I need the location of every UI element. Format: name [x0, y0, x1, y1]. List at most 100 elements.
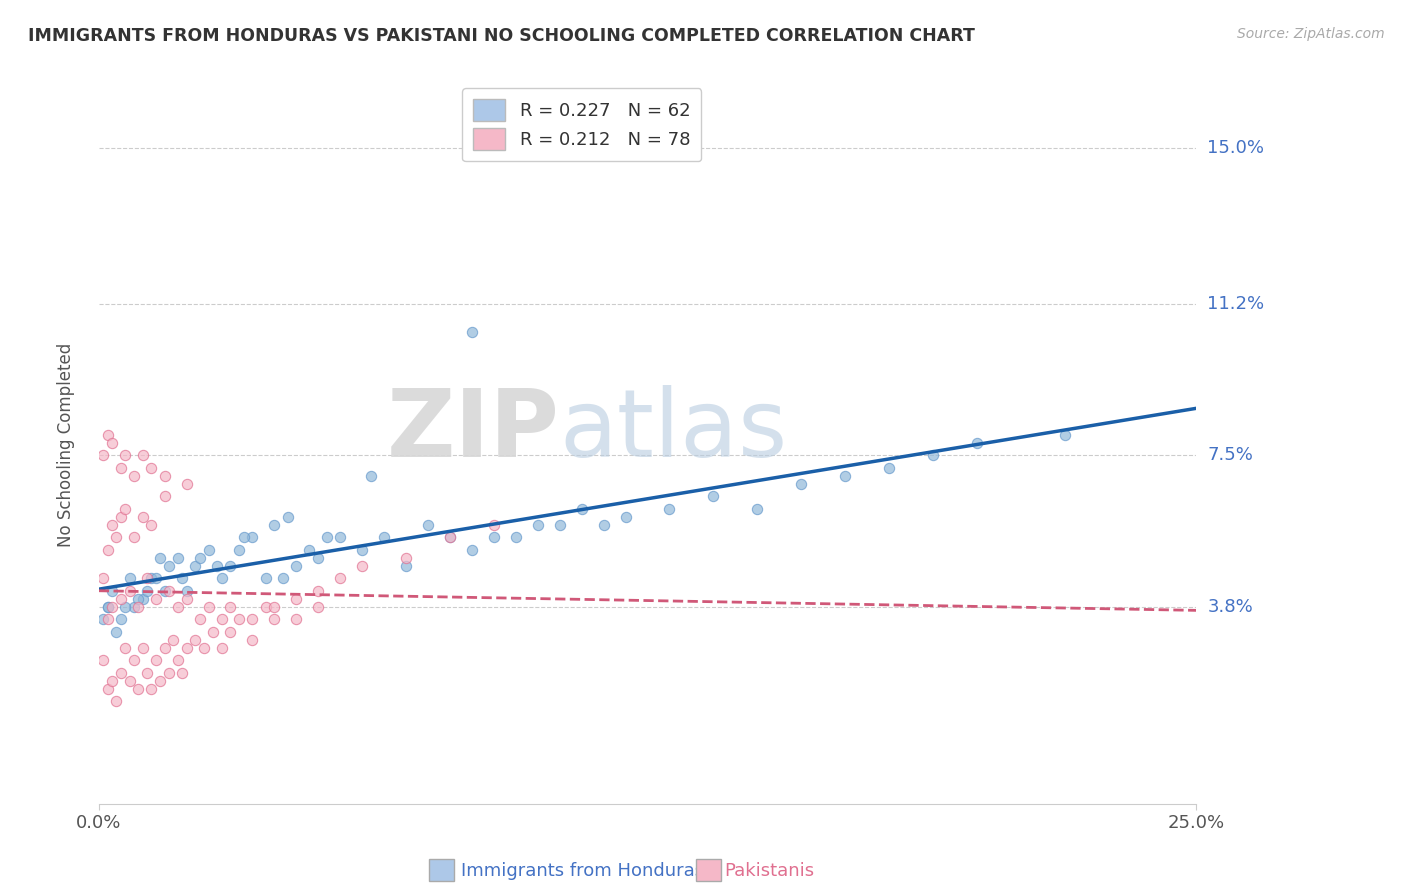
- Text: atlas: atlas: [560, 384, 787, 477]
- Point: [97, 600, 120, 615]
- Point: [110, 510, 132, 524]
- Point: [228, 542, 250, 557]
- Point: [131, 510, 153, 524]
- Point: [157, 665, 180, 680]
- Point: [141, 518, 163, 533]
- Point: [136, 583, 159, 598]
- Point: [482, 518, 505, 533]
- Point: [162, 632, 184, 647]
- Point: [298, 542, 321, 557]
- Point: [316, 531, 339, 545]
- Point: [571, 501, 593, 516]
- Point: [548, 518, 571, 533]
- Point: [307, 550, 329, 565]
- Point: [242, 632, 264, 647]
- Point: [242, 531, 264, 545]
- Point: [176, 477, 198, 491]
- Point: [307, 583, 329, 598]
- Point: [118, 571, 141, 585]
- Point: [172, 571, 194, 585]
- Point: [228, 612, 250, 626]
- Point: [505, 531, 527, 545]
- Point: [131, 641, 153, 656]
- Point: [201, 624, 224, 639]
- Point: [141, 682, 163, 697]
- Point: [1053, 428, 1076, 442]
- Point: [702, 490, 724, 504]
- Point: [263, 600, 285, 615]
- Point: [747, 501, 769, 516]
- Point: [141, 571, 163, 585]
- Point: [110, 591, 132, 606]
- Point: [101, 583, 124, 598]
- Point: [127, 591, 149, 606]
- Point: [352, 542, 374, 557]
- Point: [188, 550, 211, 565]
- Point: [285, 559, 308, 574]
- Point: [141, 460, 163, 475]
- Point: [157, 583, 180, 598]
- Point: [352, 559, 374, 574]
- Point: [97, 612, 120, 626]
- Point: [145, 591, 167, 606]
- Text: 11.2%: 11.2%: [1208, 294, 1264, 313]
- Point: [373, 531, 395, 545]
- Text: ZIP: ZIP: [387, 384, 560, 477]
- Point: [439, 531, 461, 545]
- Point: [91, 612, 114, 626]
- Point: [149, 673, 172, 688]
- Point: [91, 449, 114, 463]
- Point: [166, 550, 188, 565]
- Point: [101, 600, 124, 615]
- Point: [114, 600, 136, 615]
- Point: [211, 571, 233, 585]
- Point: [461, 326, 484, 340]
- Point: [877, 460, 900, 475]
- Point: [153, 469, 176, 483]
- Point: [193, 641, 215, 656]
- Point: [153, 583, 176, 598]
- Point: [658, 501, 681, 516]
- Point: [131, 591, 153, 606]
- Point: [172, 665, 194, 680]
- Point: [136, 665, 159, 680]
- Point: [307, 600, 329, 615]
- Point: [360, 469, 382, 483]
- Point: [176, 641, 198, 656]
- Y-axis label: No Schooling Completed: No Schooling Completed: [58, 343, 75, 548]
- Point: [439, 531, 461, 545]
- Point: [834, 469, 856, 483]
- Point: [285, 612, 308, 626]
- Point: [110, 612, 132, 626]
- Point: [105, 531, 128, 545]
- Point: [114, 449, 136, 463]
- Text: 7.5%: 7.5%: [1208, 446, 1253, 465]
- Point: [145, 653, 167, 667]
- Point: [461, 542, 484, 557]
- Point: [97, 600, 120, 615]
- Point: [118, 673, 141, 688]
- Point: [219, 600, 242, 615]
- Point: [416, 518, 439, 533]
- Point: [97, 542, 120, 557]
- Point: [105, 694, 128, 708]
- Point: [263, 518, 285, 533]
- Point: [105, 624, 128, 639]
- Point: [395, 550, 418, 565]
- Point: [211, 641, 233, 656]
- Point: [197, 542, 219, 557]
- Point: [285, 591, 308, 606]
- Point: [118, 583, 141, 598]
- Point: [97, 428, 120, 442]
- Point: [110, 665, 132, 680]
- Text: 15.0%: 15.0%: [1208, 139, 1264, 157]
- Point: [153, 641, 176, 656]
- Point: [136, 571, 159, 585]
- Point: [166, 653, 188, 667]
- Point: [101, 518, 124, 533]
- Point: [110, 460, 132, 475]
- Point: [127, 682, 149, 697]
- Point: [184, 632, 207, 647]
- Point: [526, 518, 548, 533]
- Point: [921, 449, 943, 463]
